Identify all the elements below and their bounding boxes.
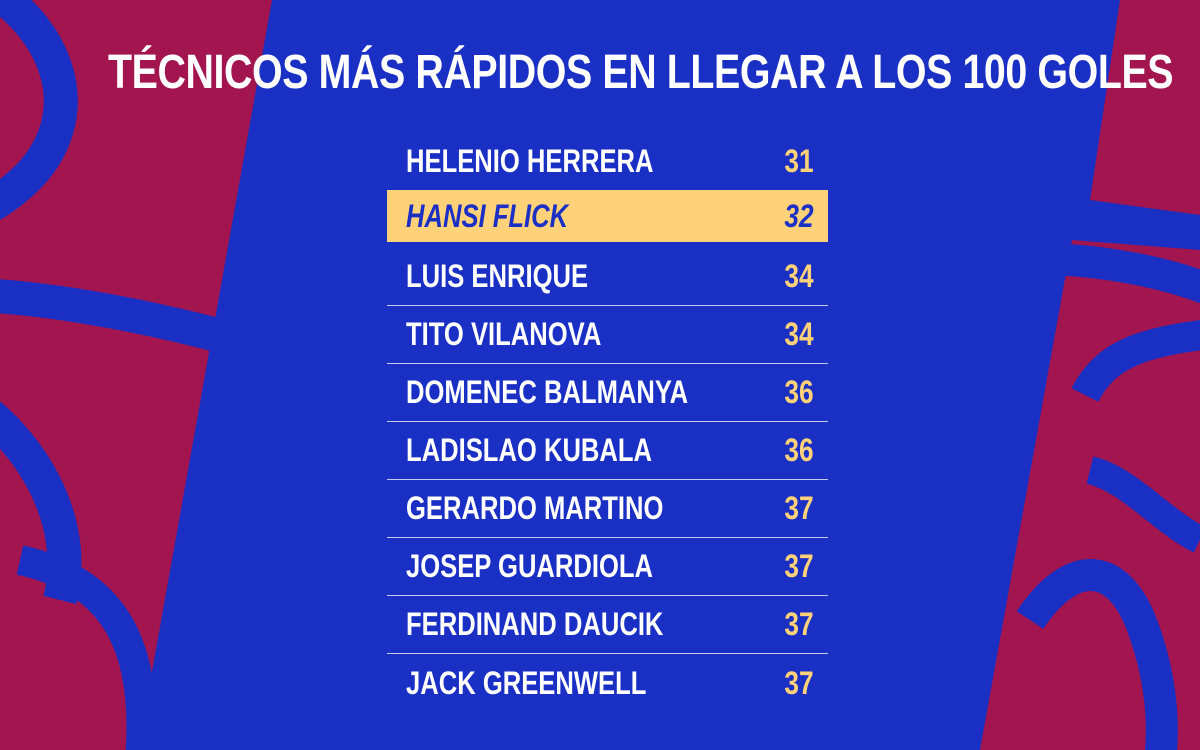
ranking-row: HELENIO HERRERA 31: [387, 133, 828, 191]
right-curve-bottom: [1085, 456, 1200, 553]
ranking-row: LUIS ENRIQUE 34: [387, 248, 828, 306]
ranking-row: GERARDO MARTINO 37: [387, 480, 828, 538]
right-garnet-top: [1090, 0, 1200, 215]
coach-name: HELENIO HERRERA: [406, 143, 654, 179]
ranking-row: TITO VILANOVA 34: [387, 306, 828, 364]
coach-name: HANSI FLICK: [406, 197, 569, 234]
matches-count: 37: [784, 548, 814, 584]
coach-name: LUIS ENRIQUE: [406, 258, 589, 294]
graphic-title: TÉCNICOS MÁS RÁPIDOS EN LLEGAR A LOS 100…: [108, 46, 1174, 99]
matches-count: 36: [784, 374, 814, 410]
left-curve-bottom: [16, 545, 157, 750]
coach-name: TITO VILANOVA: [406, 316, 602, 352]
coach-name: FERDINAND DAUCIK: [406, 606, 664, 642]
coach-name: GERARDO MARTINO: [406, 490, 664, 526]
matches-count: 31: [784, 143, 814, 179]
ranking-row-highlighted: HANSI FLICK 32: [387, 190, 828, 242]
coach-name: JOSEP GUARDIOLA: [406, 548, 654, 584]
ranking-row: LADISLAO KUBALA 36: [387, 422, 828, 480]
ranking-row: FERDINAND DAUCIK 37: [387, 596, 828, 654]
ranking-row: JACK GREENWELL 37: [387, 654, 828, 712]
ranking-row: JOSEP GUARDIOLA 37: [387, 538, 828, 596]
ranking-row: DOMENEC BALMANYA 36: [387, 364, 828, 422]
left-curve-band: [0, 279, 336, 386]
right-curve-mid: [1071, 320, 1200, 403]
matches-count: 34: [784, 258, 814, 294]
right-curve-lower: [1016, 559, 1178, 750]
coach-name: JACK GREENWELL: [406, 664, 647, 701]
matches-count: 36: [784, 432, 814, 468]
right-curve-band: [1008, 243, 1200, 304]
coach-name: LADISLAO KUBALA: [406, 432, 653, 468]
coach-name: DOMENEC BALMANYA: [406, 374, 689, 410]
matches-count: 32: [784, 197, 814, 234]
matches-count: 37: [784, 664, 814, 701]
matches-count: 34: [784, 316, 814, 352]
matches-count: 37: [784, 606, 814, 642]
ranking-table: HELENIO HERRERA 31 HANSI FLICK 32 LUIS E…: [387, 133, 828, 712]
matches-count: 37: [784, 490, 814, 526]
left-curve-upper: [0, 0, 78, 220]
